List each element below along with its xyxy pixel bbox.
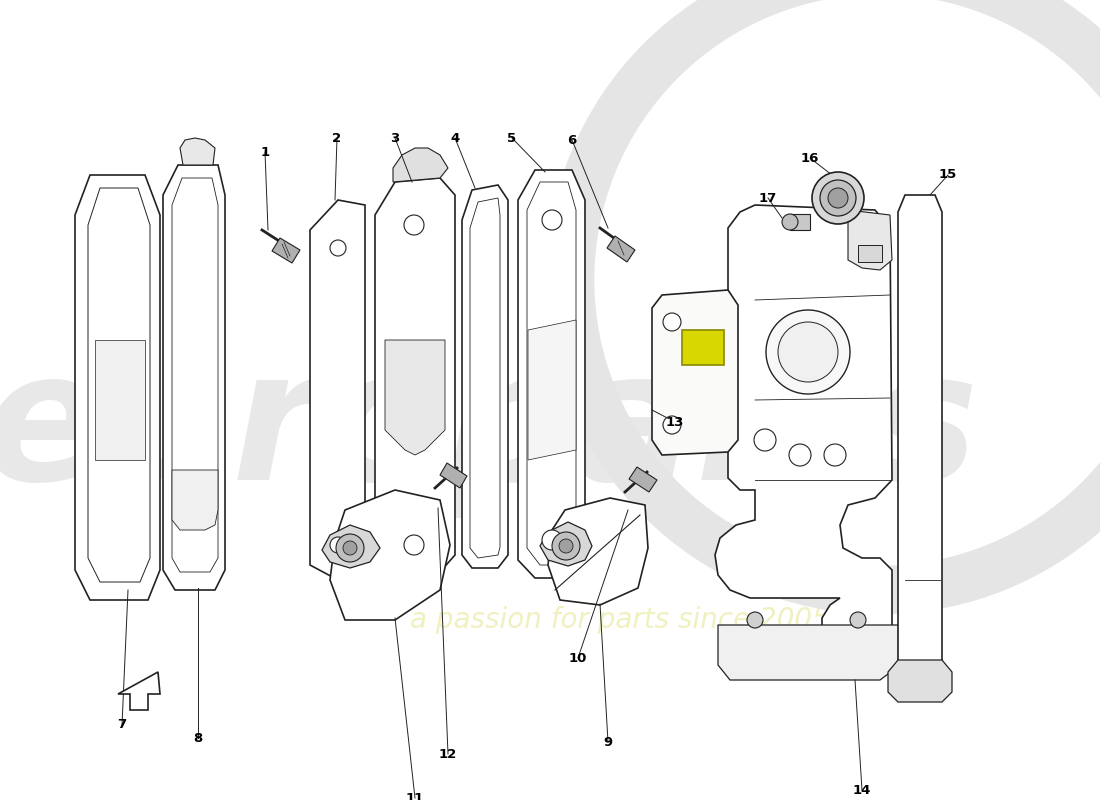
Polygon shape [95,340,145,460]
Text: 13: 13 [666,415,684,429]
Polygon shape [88,188,150,582]
Polygon shape [385,340,446,455]
Polygon shape [888,660,952,702]
Polygon shape [180,138,214,165]
Text: 3: 3 [390,131,399,145]
Text: 4: 4 [450,131,460,145]
Circle shape [824,444,846,466]
Polygon shape [527,182,576,565]
Circle shape [404,215,424,235]
Text: a passion for parts since 2005: a passion for parts since 2005 [410,606,829,634]
Circle shape [782,214,797,230]
Circle shape [663,416,681,434]
Polygon shape [440,463,467,488]
Circle shape [542,210,562,230]
Polygon shape [118,672,160,710]
Polygon shape [163,165,225,590]
Polygon shape [172,178,218,572]
Polygon shape [790,214,810,230]
Polygon shape [858,245,882,262]
Polygon shape [715,205,892,665]
Circle shape [789,444,811,466]
Polygon shape [470,198,500,558]
Circle shape [778,322,838,382]
Polygon shape [462,185,508,568]
Text: europarts: europarts [0,342,979,518]
Polygon shape [898,195,942,692]
Bar [682,330,724,365]
Circle shape [552,532,580,560]
Text: 14: 14 [852,783,871,797]
Circle shape [812,172,864,224]
Polygon shape [375,178,455,572]
Circle shape [336,534,364,562]
Polygon shape [718,625,900,680]
Polygon shape [607,236,635,262]
Circle shape [747,612,763,628]
Circle shape [559,539,573,553]
Text: 8: 8 [194,731,202,745]
Polygon shape [330,490,450,620]
Text: 16: 16 [801,151,820,165]
Circle shape [663,313,681,331]
Polygon shape [322,525,379,568]
Polygon shape [848,210,892,270]
Text: 9: 9 [604,735,613,749]
Circle shape [828,188,848,208]
Text: 5: 5 [507,131,517,145]
Text: 11: 11 [406,791,425,800]
Text: 7: 7 [118,718,127,731]
Circle shape [754,429,776,451]
Circle shape [343,541,358,555]
Text: 17: 17 [759,191,777,205]
Text: 10: 10 [569,651,587,665]
Polygon shape [75,175,160,600]
Polygon shape [629,467,657,492]
Circle shape [404,535,424,555]
Text: 2: 2 [332,131,342,145]
Circle shape [850,612,866,628]
Polygon shape [518,170,585,578]
Polygon shape [548,498,648,605]
Circle shape [820,180,856,216]
Text: 15: 15 [939,169,957,182]
Text: 6: 6 [568,134,576,146]
Text: 1: 1 [261,146,270,158]
Circle shape [330,240,346,256]
Polygon shape [310,200,365,580]
Polygon shape [528,320,576,460]
Circle shape [766,310,850,394]
Polygon shape [652,290,738,455]
Polygon shape [272,238,300,263]
Polygon shape [172,470,218,530]
Circle shape [330,537,346,553]
Polygon shape [393,148,448,182]
Polygon shape [540,522,592,566]
Circle shape [542,530,562,550]
Text: 12: 12 [439,747,458,761]
